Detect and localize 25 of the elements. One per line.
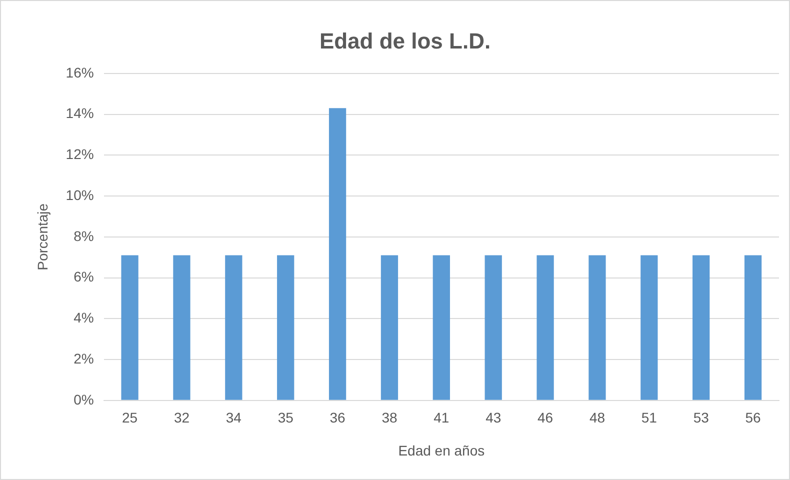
x-tick-label: 34 <box>226 410 242 426</box>
x-tick-label: 32 <box>174 410 190 426</box>
chart-title: Edad de los L.D. <box>319 28 491 54</box>
x-tick-label: 38 <box>382 410 398 426</box>
y-tick-label: 4% <box>74 310 94 326</box>
x-tick-label: 56 <box>745 410 762 426</box>
x-tick-label: 53 <box>693 410 710 426</box>
x-tick-label: 25 <box>122 410 138 426</box>
x-tick-label: 35 <box>278 410 294 426</box>
y-tick-label: 16% <box>66 64 94 80</box>
y-tick-label: 10% <box>66 186 94 203</box>
x-tick-label: 36 <box>330 410 346 426</box>
x-axis-title: Edad en años <box>398 442 485 458</box>
y-tick-label: 14% <box>66 105 94 122</box>
y-tick-label: 12% <box>66 146 94 162</box>
x-tick-label: 46 <box>537 410 554 426</box>
x-tick-label: 43 <box>486 410 502 426</box>
y-tick-label: 2% <box>74 350 94 366</box>
x-tick-label: 48 <box>589 410 606 426</box>
y-tick-label: 8% <box>74 228 94 244</box>
y-tick-label: 0% <box>74 391 94 408</box>
y-axis-title: Porcentaje <box>34 203 50 270</box>
y-tick-label: 6% <box>74 268 94 285</box>
x-tick-label: 51 <box>641 410 658 426</box>
x-tick-label: 41 <box>434 410 450 426</box>
